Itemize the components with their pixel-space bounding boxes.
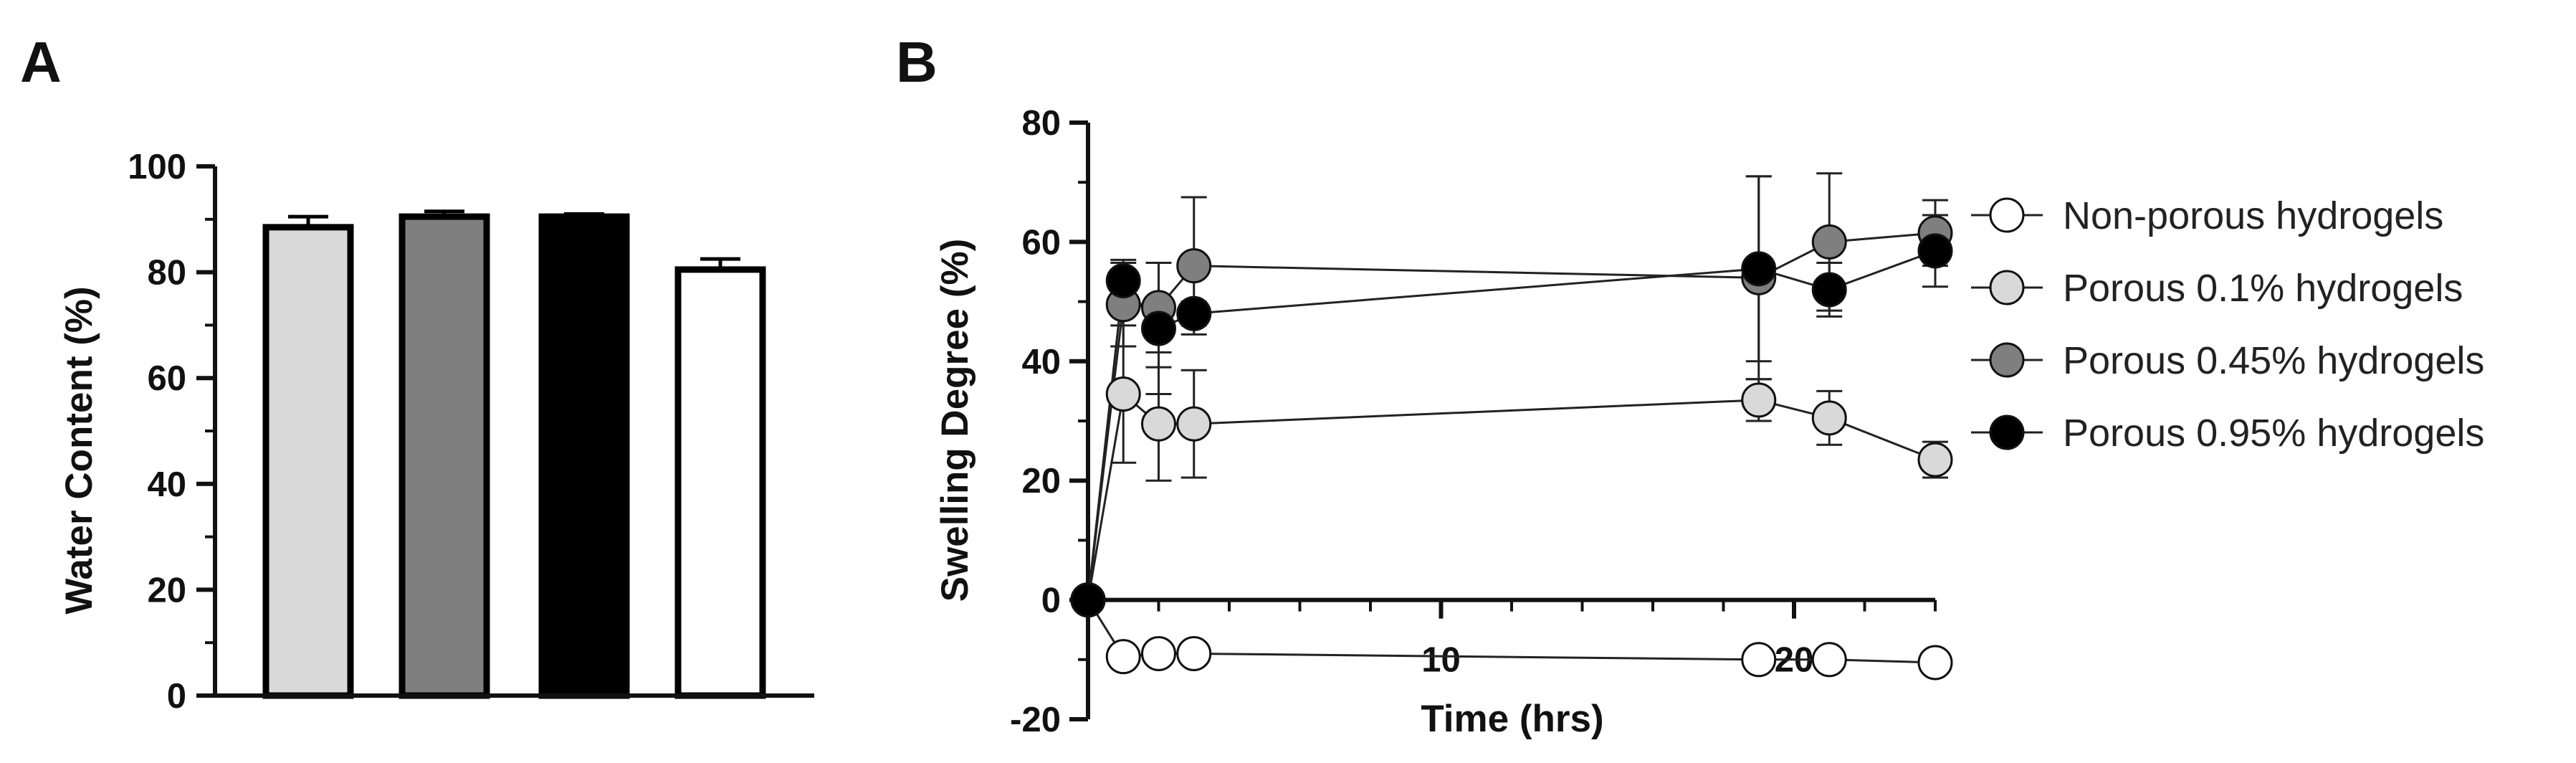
panel-a-label: A	[20, 30, 62, 94]
data-point	[1141, 311, 1176, 346]
legend-label: Porous 0.45% hydrogels	[2063, 339, 2484, 382]
panel-b-legend: Non-porous hydrogels Porous 0.1% hydrogel…	[1971, 194, 2484, 455]
panel-a-y-tick-label: 60	[147, 359, 186, 398]
data-point	[1917, 233, 1953, 269]
data-point	[1811, 642, 1847, 678]
panel-b-y-tick-label: 20	[1021, 462, 1061, 501]
panel-a-y-tick-label: 40	[147, 465, 186, 504]
data-point	[1141, 406, 1176, 442]
panel-b-y-tick-label: 60	[1021, 223, 1061, 262]
panel-a-y-tick-label: 80	[147, 254, 186, 293]
bar	[399, 213, 490, 699]
panel-a: A 0 20 40 60 80 100 Water Content (%)	[20, 30, 814, 716]
bar	[262, 224, 354, 699]
legend-label: Porous 0.95% hydrogels	[2063, 412, 2484, 455]
legend-marker	[1989, 197, 2025, 233]
series-line	[1087, 392, 1936, 600]
panel-b-y-tick-label: 0	[1041, 582, 1061, 620]
data-point	[1141, 635, 1176, 671]
legend-marker	[1989, 270, 2025, 305]
panel-a-y-tick-label: 0	[167, 677, 186, 716]
panel-b-y-tick-label: -20	[1010, 701, 1061, 739]
panel-a-axes: 0 20 40 60 80 100	[128, 148, 814, 716]
legend-marker	[1989, 342, 2025, 378]
bar	[538, 213, 630, 699]
panel-a-bars	[262, 209, 766, 699]
panel-a-y-tick-label: 100	[128, 148, 186, 186]
panel-b-label: B	[896, 30, 938, 94]
panel-b-y-tick-label: 40	[1021, 343, 1061, 382]
bar	[674, 266, 766, 699]
panel-a-y-tick-label: 20	[147, 571, 186, 610]
legend-label: Porous 0.1% hydrogels	[2063, 267, 2463, 310]
panel-a-y-axis-title: Water Content (%)	[58, 286, 100, 614]
data-point	[1741, 642, 1777, 678]
data-point	[1176, 248, 1212, 284]
data-point	[1105, 639, 1141, 675]
data-point	[1176, 406, 1212, 442]
panel-b-y-tick-label: 80	[1021, 104, 1061, 143]
legend-label: Non-porous hydrogels	[2063, 194, 2443, 237]
data-point	[1741, 382, 1777, 418]
data-point	[1917, 442, 1953, 478]
panel-b-y-axis-title: Swelling Degree (%)	[934, 239, 976, 602]
data-point	[1917, 645, 1953, 681]
panel-b-series	[1070, 172, 1953, 681]
panel-b-x-axis-title: Time (hrs)	[1421, 698, 1603, 740]
data-point	[1105, 376, 1141, 412]
data-point	[1811, 400, 1847, 436]
panel-b-x-tick-label: 10	[1421, 641, 1461, 680]
data-point	[1105, 262, 1141, 298]
legend-marker	[1989, 414, 2025, 450]
data-point	[1070, 582, 1106, 618]
data-point	[1176, 295, 1212, 331]
data-point	[1811, 224, 1847, 260]
data-point	[1741, 251, 1777, 287]
data-point	[1176, 635, 1212, 671]
series-line	[1087, 250, 1936, 600]
data-point	[1811, 272, 1847, 308]
